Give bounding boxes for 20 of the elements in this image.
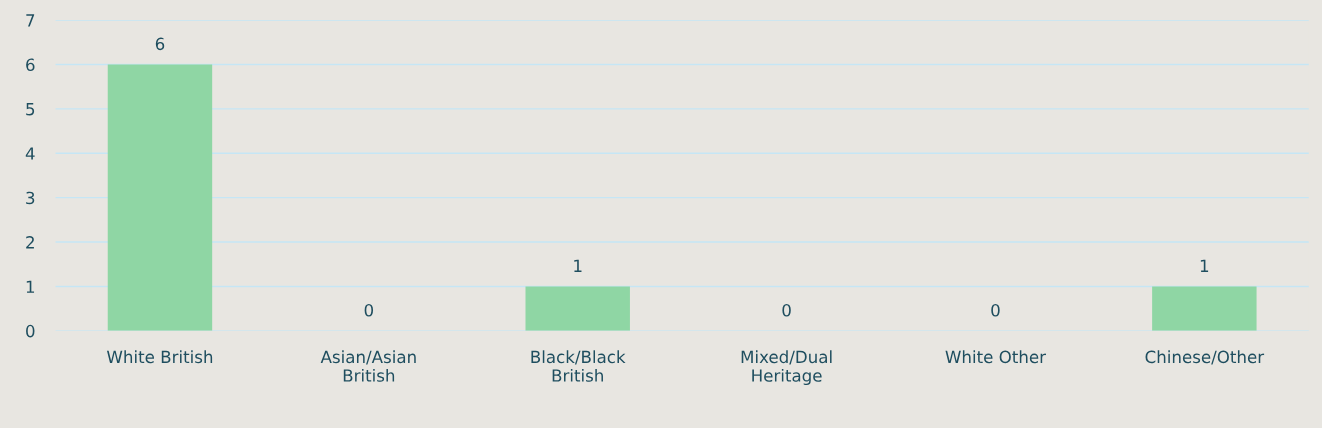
y-tick-label: 1 (26, 280, 35, 293)
y-tick-label: 4 (25, 147, 35, 160)
data-label: 0 (991, 303, 1000, 317)
x-tick-label: Mixed/Dual Heritage (741, 350, 832, 386)
data-label: 6 (155, 37, 165, 51)
x-tick-label: Asian/Asian British (320, 350, 416, 382)
x-tick-label: Chinese/Other (1145, 350, 1265, 365)
data-label: 1 (1200, 259, 1209, 272)
data-label: 0 (364, 303, 374, 317)
x-tick-label: White British (106, 350, 213, 364)
y-tick-label: 2 (26, 236, 34, 249)
data-label: 0 (782, 303, 791, 317)
y-tick-label: 5 (26, 103, 35, 116)
data-label: 1 (574, 259, 582, 272)
x-tick-label: White Other (945, 350, 1047, 364)
x-tick-label: Black/Black British (531, 350, 626, 382)
y-tick-label: 7 (26, 14, 35, 27)
y-tick-label: 6 (26, 58, 35, 72)
y-tick-label: 0 (26, 324, 35, 338)
y-tick-label: 3 (26, 191, 35, 205)
